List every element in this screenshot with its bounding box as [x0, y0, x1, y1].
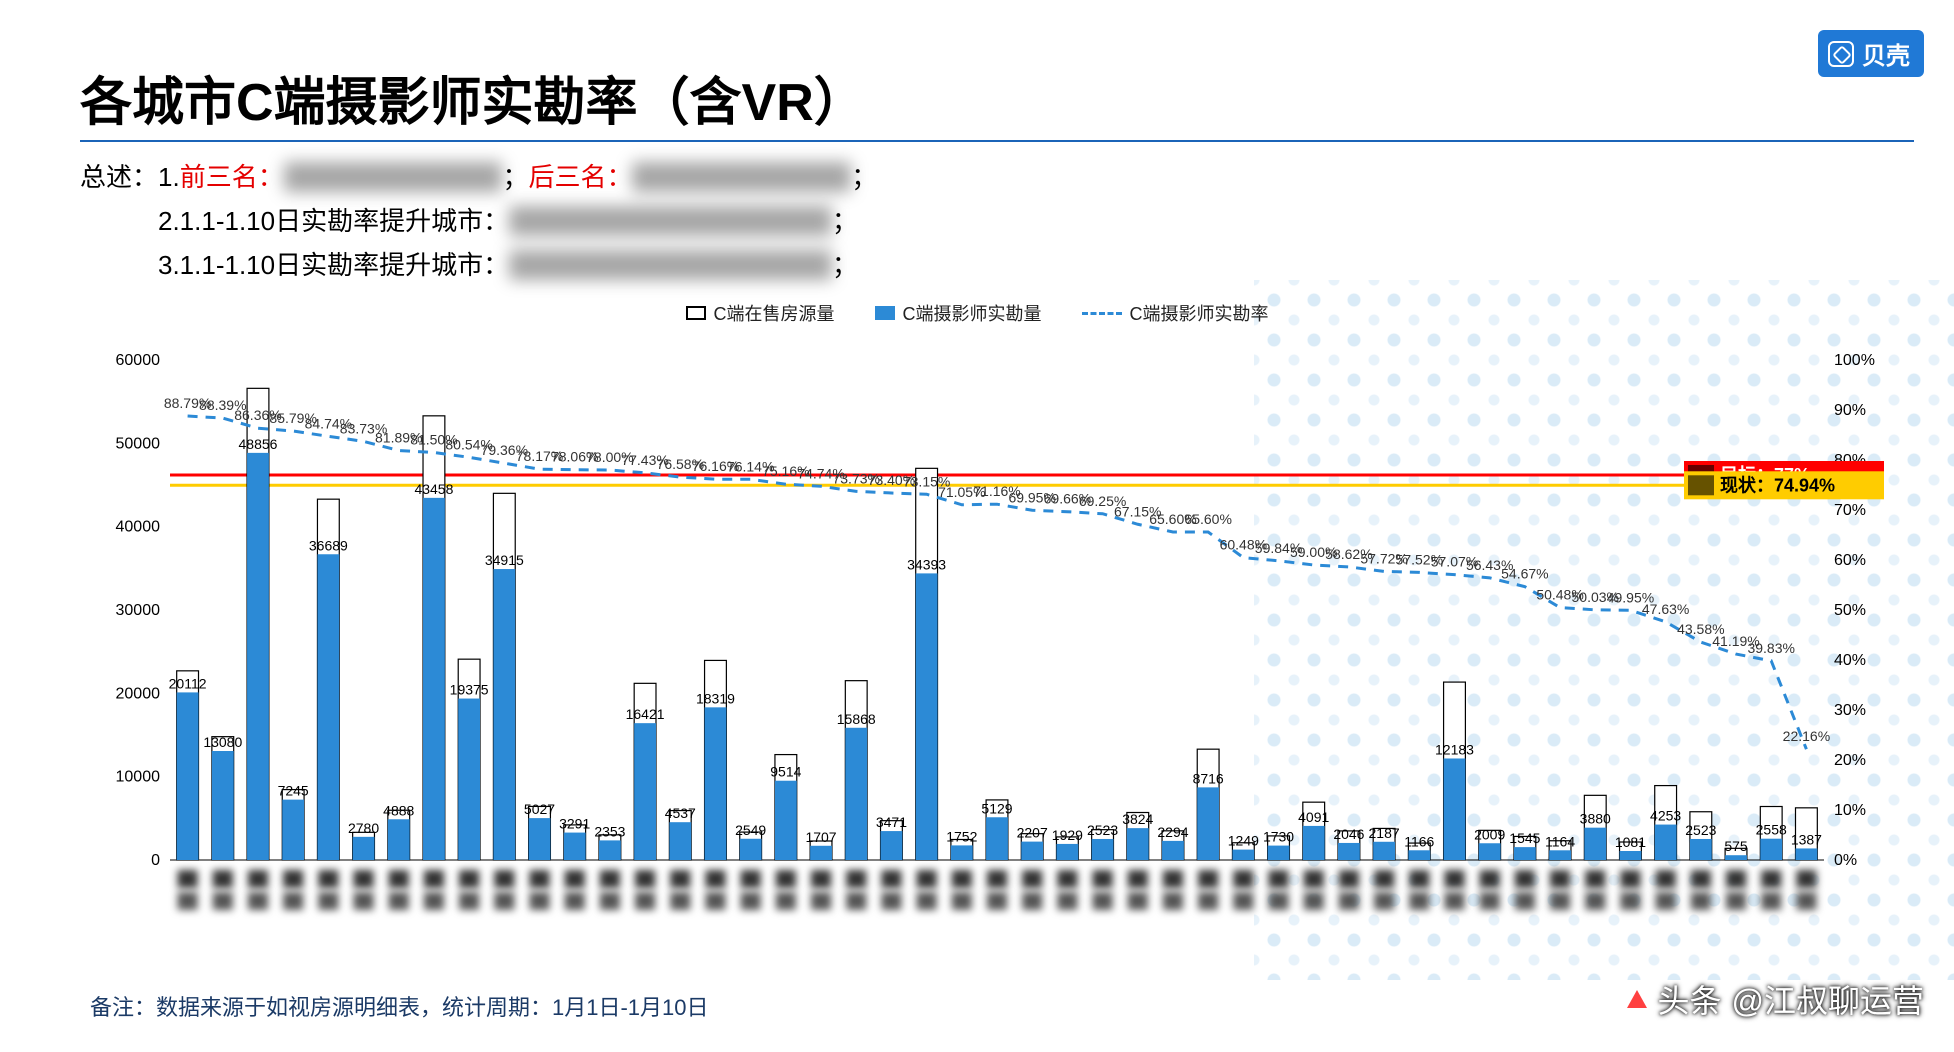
svg-text:2294: 2294: [1157, 824, 1188, 840]
svg-text:2207: 2207: [1017, 825, 1048, 841]
svg-text:30%: 30%: [1834, 702, 1866, 719]
svg-text:54.67%: 54.67%: [1501, 566, 1548, 582]
brand-logo: 贝壳: [1818, 30, 1924, 77]
svg-text:48856: 48856: [239, 436, 278, 452]
svg-text:20%: 20%: [1834, 752, 1866, 769]
svg-text:2353: 2353: [594, 823, 625, 839]
legend-item-outline: C端在售房源量: [686, 300, 835, 326]
svg-text:5129: 5129: [981, 800, 1012, 816]
svg-text:1707: 1707: [805, 829, 836, 845]
svg-text:1164: 1164: [1545, 833, 1575, 849]
svg-text:40000: 40000: [116, 519, 161, 536]
svg-text:3291: 3291: [559, 816, 590, 832]
legend-item-fill: C端摄影师实勘量: [875, 300, 1042, 326]
svg-text:90%: 90%: [1834, 402, 1866, 419]
svg-text:2558: 2558: [1756, 822, 1787, 838]
svg-text:22.16%: 22.16%: [1783, 728, 1830, 744]
svg-text:70%: 70%: [1834, 502, 1866, 519]
legend-swatch-dash: [1082, 312, 1122, 315]
brand-logo-text: 贝壳: [1862, 36, 1910, 71]
svg-text:65.60%: 65.60%: [1184, 511, 1231, 527]
legend-swatch-outline: [686, 306, 706, 320]
svg-text:34915: 34915: [485, 552, 524, 568]
svg-text:0%: 0%: [1834, 852, 1857, 869]
svg-text:9514: 9514: [770, 764, 801, 780]
svg-text:40%: 40%: [1834, 652, 1866, 669]
svg-text:13080: 13080: [203, 734, 242, 750]
svg-text:16421: 16421: [626, 706, 665, 722]
legend-swatch-fill: [875, 306, 895, 320]
svg-text:10000: 10000: [116, 769, 161, 786]
svg-text:30000: 30000: [116, 602, 161, 619]
svg-text:1545: 1545: [1509, 830, 1540, 846]
svg-text:8716: 8716: [1193, 770, 1224, 786]
svg-text:43458: 43458: [414, 481, 453, 497]
watermark-text: @江叔聊运营: [1732, 976, 1925, 1022]
svg-text:5027: 5027: [524, 801, 555, 817]
svg-text:18319: 18319: [696, 690, 735, 706]
svg-text:2187: 2187: [1369, 825, 1400, 841]
svg-text:1730: 1730: [1263, 829, 1294, 845]
watermark-icon: [1627, 990, 1647, 1008]
summary-line-1: 总述：1.前三名：XXXXXXXX；后三名：XXXXXXXX；: [80, 155, 877, 199]
svg-text:4888: 4888: [383, 802, 414, 818]
svg-text:19375: 19375: [450, 682, 489, 698]
svg-text:12183: 12183: [1435, 741, 1474, 757]
svg-text:1387: 1387: [1791, 831, 1822, 847]
summary-line-3: 3.1.1-1.10日实勘率提升城市：XXXXXXXXXXXXXX；: [80, 243, 877, 287]
svg-text:0: 0: [151, 852, 160, 869]
svg-text:20112: 20112: [169, 675, 207, 691]
chart-legend: C端在售房源量 C端摄影师实勘量 C端摄影师实勘率: [0, 300, 1954, 326]
chart-svg: 0 10000 20000 30000 40000 50000 60000 0% 10% 20% 3…: [90, 340, 1904, 930]
page-title: 各城市C端摄影师实勘率（含VR）: [80, 60, 866, 135]
svg-text:60%: 60%: [1834, 552, 1866, 569]
svg-text:1752: 1752: [946, 828, 977, 844]
svg-text:2009: 2009: [1474, 826, 1505, 842]
svg-text:1929: 1929: [1052, 827, 1083, 843]
svg-text:36689: 36689: [309, 537, 348, 553]
svg-text:3824: 3824: [1122, 811, 1153, 827]
svg-text:1166: 1166: [1404, 833, 1434, 849]
svg-text:2549: 2549: [735, 822, 766, 838]
svg-text:15868: 15868: [837, 711, 876, 727]
svg-text:4537: 4537: [665, 805, 696, 821]
svg-text:10%: 10%: [1834, 802, 1866, 819]
brand-logo-icon: [1828, 41, 1854, 67]
svg-text:1249: 1249: [1228, 833, 1259, 849]
svg-text:50%: 50%: [1834, 602, 1866, 619]
chart: 0 10000 20000 30000 40000 50000 60000 0% 10% 20% 3…: [90, 340, 1904, 930]
svg-text:34393: 34393: [907, 556, 946, 572]
svg-text:4253: 4253: [1650, 808, 1681, 824]
svg-text:现状：74.94%: 现状：74.94%: [1720, 474, 1835, 495]
svg-text:2780: 2780: [348, 820, 379, 836]
summary-line-2: 2.1.1-1.10日实勘率提升城市：XXXXXXXXXXXXXX；: [80, 199, 877, 243]
svg-text:100%: 100%: [1834, 352, 1875, 369]
svg-text:7245: 7245: [278, 783, 309, 799]
svg-text:3880: 3880: [1580, 811, 1611, 827]
svg-text:4091: 4091: [1298, 809, 1329, 825]
watermark: 头条 @江叔聊运营: [1627, 976, 1924, 1022]
svg-text:2523: 2523: [1087, 822, 1118, 838]
svg-text:3471: 3471: [876, 814, 907, 830]
svg-text:2523: 2523: [1685, 822, 1716, 838]
svg-text:60000: 60000: [116, 352, 161, 369]
legend-item-line: C端摄影师实勘率: [1082, 300, 1269, 326]
svg-text:47.63%: 47.63%: [1642, 601, 1689, 617]
svg-text:50000: 50000: [116, 435, 161, 452]
svg-text:575: 575: [1724, 838, 1748, 854]
svg-text:1081: 1081: [1615, 834, 1646, 850]
svg-text:39.83%: 39.83%: [1747, 640, 1794, 656]
svg-text:2046: 2046: [1333, 826, 1364, 842]
footnote: 备注：数据来源于如视房源明细表，统计周期：1月1日-1月10日: [90, 990, 709, 1022]
watermark-prefix: 头条: [1657, 976, 1721, 1022]
title-underline: [80, 140, 1914, 142]
svg-text:20000: 20000: [116, 685, 161, 702]
summary-block: 总述：1.前三名：XXXXXXXX；后三名：XXXXXXXX； 2.1.1-1.…: [80, 155, 877, 287]
